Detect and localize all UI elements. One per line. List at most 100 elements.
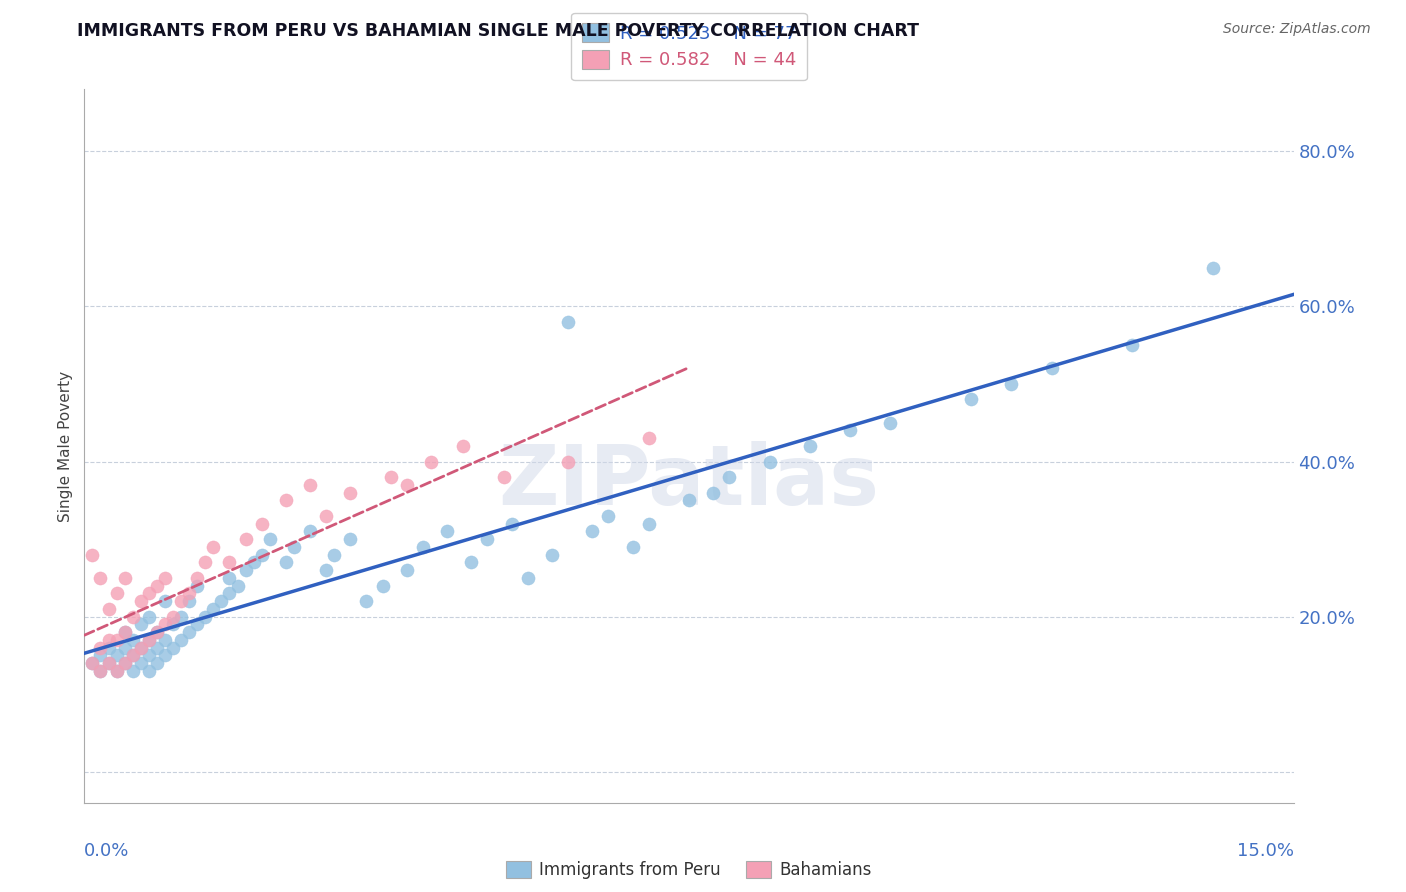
Point xyxy=(202,540,225,554)
Point xyxy=(209,594,232,608)
Point xyxy=(105,586,128,600)
Point xyxy=(170,609,193,624)
Point xyxy=(380,470,402,484)
Point xyxy=(121,648,143,663)
Point xyxy=(153,594,176,608)
Point xyxy=(146,625,169,640)
Point xyxy=(162,640,184,655)
Point xyxy=(541,548,564,562)
Point xyxy=(218,555,240,569)
Point xyxy=(129,640,152,655)
Point xyxy=(339,485,361,500)
Point xyxy=(637,516,659,531)
Text: 0.0%: 0.0% xyxy=(84,842,129,860)
Point xyxy=(678,493,700,508)
Point xyxy=(194,555,217,569)
Point xyxy=(146,625,169,640)
Point xyxy=(121,648,143,663)
Point xyxy=(121,664,143,678)
Point xyxy=(250,548,273,562)
Point xyxy=(97,602,120,616)
Point xyxy=(138,664,160,678)
Point xyxy=(153,632,176,647)
Point xyxy=(250,516,273,531)
Point xyxy=(557,454,579,468)
Point xyxy=(1121,338,1143,352)
Point xyxy=(323,548,346,562)
Point xyxy=(179,625,201,640)
Point xyxy=(259,532,281,546)
Point xyxy=(581,524,603,539)
Point xyxy=(186,571,208,585)
Point xyxy=(146,656,169,670)
Point xyxy=(162,609,184,624)
Point xyxy=(283,540,305,554)
Point xyxy=(235,532,257,546)
Point xyxy=(114,656,136,670)
Point xyxy=(114,640,136,655)
Point xyxy=(274,493,297,508)
Point xyxy=(315,563,337,577)
Point xyxy=(82,656,104,670)
Point xyxy=(799,439,821,453)
Point xyxy=(186,579,208,593)
Point xyxy=(202,602,225,616)
Point xyxy=(226,579,249,593)
Point xyxy=(170,594,193,608)
Point xyxy=(138,632,160,647)
Point xyxy=(146,640,169,655)
Point xyxy=(315,508,337,523)
Point xyxy=(138,648,160,663)
Point xyxy=(299,524,322,539)
Point xyxy=(477,532,499,546)
Point xyxy=(153,617,176,632)
Point xyxy=(105,648,128,663)
Point xyxy=(114,656,136,670)
Point xyxy=(89,648,111,663)
Point xyxy=(1040,361,1063,376)
Text: Source: ZipAtlas.com: Source: ZipAtlas.com xyxy=(1223,22,1371,37)
Point xyxy=(138,609,160,624)
Point xyxy=(371,579,394,593)
Point xyxy=(105,664,128,678)
Point xyxy=(1202,260,1225,275)
Point xyxy=(105,632,128,647)
Point xyxy=(153,648,176,663)
Point xyxy=(121,632,143,647)
Point xyxy=(339,532,361,546)
Point xyxy=(97,656,120,670)
Point xyxy=(121,609,143,624)
Point xyxy=(501,516,523,531)
Point xyxy=(621,540,644,554)
Point xyxy=(516,571,538,585)
Point xyxy=(395,477,418,491)
Point xyxy=(89,571,111,585)
Point xyxy=(637,431,659,445)
Point xyxy=(451,439,474,453)
Point xyxy=(179,594,201,608)
Point xyxy=(436,524,458,539)
Point xyxy=(138,586,160,600)
Point xyxy=(492,470,515,484)
Point xyxy=(105,664,128,678)
Text: ZIPatlas: ZIPatlas xyxy=(499,442,879,522)
Point xyxy=(702,485,724,500)
Point xyxy=(242,555,264,569)
Point xyxy=(218,586,240,600)
Point xyxy=(420,454,443,468)
Point xyxy=(97,656,120,670)
Point xyxy=(146,579,169,593)
Point xyxy=(97,640,120,655)
Point xyxy=(179,586,201,600)
Point xyxy=(879,416,901,430)
Legend: Immigrants from Peru, Bahamians: Immigrants from Peru, Bahamians xyxy=(499,854,879,886)
Point xyxy=(138,632,160,647)
Point xyxy=(299,477,322,491)
Text: 15.0%: 15.0% xyxy=(1236,842,1294,860)
Point xyxy=(960,392,983,407)
Point xyxy=(412,540,434,554)
Point xyxy=(129,617,152,632)
Point xyxy=(170,632,193,647)
Point xyxy=(758,454,780,468)
Point xyxy=(218,571,240,585)
